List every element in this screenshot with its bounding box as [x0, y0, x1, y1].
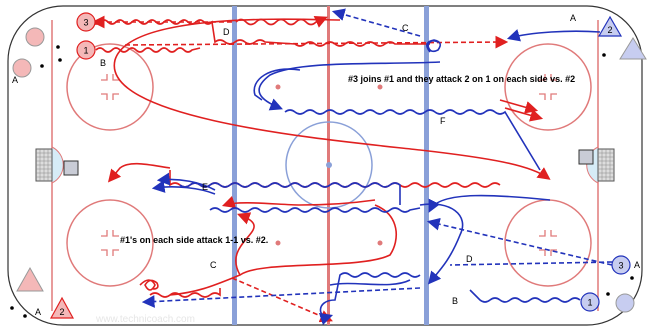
- blue-skate-e-line: [156, 172, 216, 191]
- red-skate-2-wave: [149, 288, 221, 298]
- watermark: www.technicoach.com: [95, 314, 195, 325]
- left-goal-net: [35, 148, 53, 182]
- blue-skate-e-line-2: [151, 180, 216, 195]
- label-b-bottom: B: [452, 296, 458, 306]
- svg-text:3: 3: [618, 261, 623, 271]
- blue-pass-d-bottom-2: [426, 217, 613, 266]
- rink-surface: [7, 5, 643, 326]
- player-blue-3: 3: [611, 255, 631, 275]
- red-skate-1s-attack: [221, 195, 376, 209]
- svg-text:2: 2: [607, 25, 612, 35]
- red-skate-bottom-curve: [169, 204, 397, 296]
- right-pylon-square: [578, 149, 594, 165]
- red-skate-s-curve: [113, 18, 551, 180]
- red-skate-f-arrow-a: [499, 99, 539, 114]
- blue-skate-middle-wave: [179, 182, 401, 205]
- blue-skate-loop-top: [426, 39, 442, 53]
- label-b-top: B: [100, 58, 106, 68]
- label-a-left-top: A: [12, 75, 18, 85]
- red-skate-3-wave: [91, 19, 430, 47]
- label-a-right-bottom: A: [634, 260, 640, 270]
- right-goal-net: [597, 148, 615, 182]
- blue-skate-bottom-hook: [329, 279, 411, 286]
- player-blue-2: 2: [597, 15, 623, 37]
- label-f: F: [440, 116, 446, 126]
- left-marker-circle-bottom: [12, 58, 32, 78]
- note-top: #3 joins #1 and they attack 2 on 1 on ea…: [348, 74, 575, 84]
- player-blue-1: 1: [580, 292, 600, 312]
- red-skate-e-line: [107, 162, 171, 183]
- left-pylon-square: [63, 160, 79, 176]
- blue-skate-long-wave: [209, 207, 421, 213]
- red-pass-b-top: [124, 35, 509, 49]
- right-top-triangle: [619, 37, 647, 60]
- label-e: E: [202, 182, 208, 192]
- red-skate-loop: [139, 279, 159, 291]
- red-team-paths: [91, 15, 551, 323]
- svg-text:1: 1: [587, 298, 592, 308]
- left-marker-circle-top: [25, 27, 45, 47]
- blue-skate-left-hook: [253, 68, 301, 101]
- blue-pass-c-top: [331, 8, 421, 37]
- player-red-1: 1: [76, 40, 96, 60]
- svg-text:1: 1: [83, 46, 88, 56]
- blue-pass-a-bottom: [141, 287, 421, 308]
- svg-text:3: 3: [83, 18, 88, 28]
- right-marker-circle-bottom: [615, 293, 635, 313]
- red-pass-c-bottom: [231, 277, 333, 323]
- blue-skate-bottom-wave: [318, 272, 421, 326]
- blue-skate-f-wave: [284, 109, 541, 171]
- blue-skate-a-top: [506, 29, 601, 42]
- label-a-right-top: A: [570, 13, 576, 23]
- svg-text:2: 2: [59, 307, 64, 317]
- label-a-left-bottom: A: [35, 307, 41, 317]
- label-d-top: D: [223, 27, 230, 37]
- blue-team-paths: [141, 8, 613, 326]
- red-skate-1-wave: [95, 47, 201, 53]
- player-red-2: 2: [49, 296, 75, 319]
- label-d-bottom: D: [466, 254, 473, 264]
- blue-skate-right-loop-2: [428, 194, 551, 213]
- blue-pass-d-bottom: [449, 261, 613, 266]
- label-c-bottom: C: [210, 260, 217, 270]
- left-bottom-triangle: [16, 266, 44, 292]
- blue-skate-right-loop: [419, 203, 464, 285]
- red-skate-c-bottom: [235, 212, 255, 276]
- blue-skate-b-wave: [469, 289, 581, 303]
- player-red-3: 3: [76, 12, 96, 32]
- red-skate-f-arrow-b: [504, 107, 544, 122]
- label-c-top: C: [402, 23, 409, 33]
- red-skate-top-stick: [235, 16, 328, 28]
- note-middle: #1's on each side attack 1-1 vs. #2.: [120, 235, 268, 245]
